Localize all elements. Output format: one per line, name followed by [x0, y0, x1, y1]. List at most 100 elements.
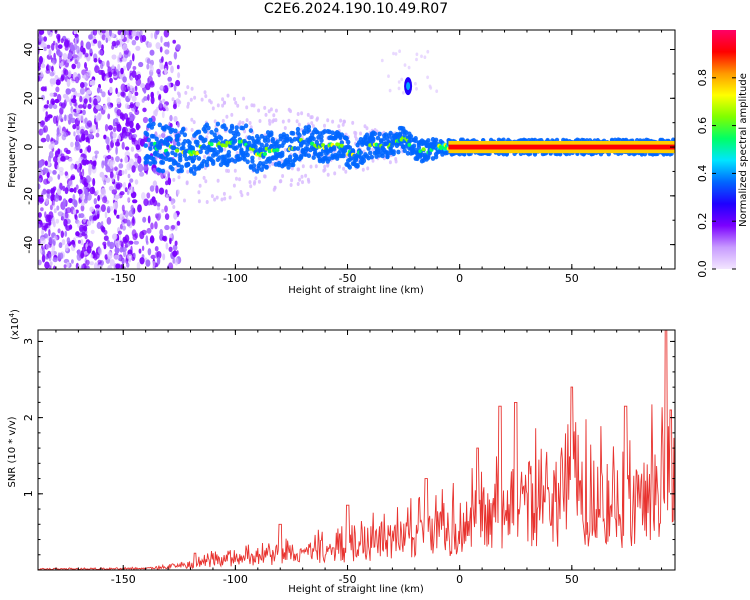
noise-blob [141, 98, 145, 103]
noise-blob [44, 261, 50, 269]
noise-blob [149, 65, 154, 73]
noise-blob [101, 30, 106, 34]
snr-x-label: Height of straight line (km) [288, 584, 424, 595]
band-blob [368, 150, 373, 156]
noise-blob [38, 196, 41, 202]
band-blob [311, 155, 316, 161]
noise-blob [49, 71, 55, 77]
sparse-dot [289, 183, 293, 187]
snr-x-tick-label: -100 [223, 573, 248, 586]
noise-blob [122, 43, 128, 51]
spectrogram-x-label: Height of straight line (km) [288, 285, 424, 296]
sparse-dot [213, 197, 217, 202]
noise-blob [131, 229, 137, 237]
noise-blob [172, 103, 177, 110]
snr-scale-factor: (x104) [8, 309, 21, 340]
noise-blob [90, 254, 94, 259]
noise-blob [67, 58, 71, 64]
noise-blob [116, 109, 122, 116]
band-blob [151, 121, 156, 127]
sparse-dot [203, 90, 207, 95]
sparse-dot [254, 176, 258, 181]
noise-blob [122, 126, 128, 134]
snr-x-tick-label: -150 [111, 573, 136, 586]
noise-blob [121, 257, 125, 266]
noise-blob [52, 200, 56, 208]
band-blob [236, 131, 241, 137]
noise-blob [94, 154, 98, 159]
noise-blob [137, 163, 144, 173]
noise-blob [107, 265, 113, 269]
noise-blob [114, 166, 118, 171]
noise-blob [105, 136, 110, 145]
noise-blob [124, 103, 130, 110]
noise-blob [150, 222, 154, 230]
noise-blob [85, 175, 91, 184]
noise-blob [44, 160, 48, 166]
noise-blob [52, 40, 56, 46]
band-blob [262, 138, 268, 144]
band-blob [295, 126, 301, 132]
noise-blob [139, 231, 145, 240]
sparse-dot [250, 103, 254, 108]
noise-blob [155, 42, 161, 50]
noise-blob [62, 53, 68, 60]
band-blob [149, 141, 155, 147]
snr-series-line [38, 330, 675, 570]
sparse-dot [323, 123, 326, 128]
noise-blob [165, 189, 168, 195]
noise-blob [104, 124, 109, 132]
noise-blob [39, 120, 45, 128]
noise-blob [79, 213, 85, 219]
sparse-dot [323, 167, 327, 172]
band-blob [223, 126, 228, 132]
noise-blob [50, 194, 55, 202]
noise-blob [156, 106, 159, 113]
noise-blob [52, 170, 57, 175]
sparse-dot [170, 201, 174, 205]
spectrogram-x-tick-label: -150 [111, 272, 136, 285]
band-blob [160, 168, 166, 174]
band-blob [346, 139, 351, 145]
sparse-dot [387, 74, 390, 78]
sparse-dot [394, 52, 398, 56]
noise-blob [79, 226, 85, 232]
band-blob [269, 130, 274, 136]
noise-blob [98, 49, 104, 56]
noise-blob [109, 243, 112, 249]
sparse-dot [165, 176, 168, 181]
noise-blob [172, 39, 176, 44]
noise-blob [130, 146, 135, 152]
noise-blob [86, 192, 92, 201]
noise-blob [134, 139, 139, 147]
band-blob [322, 129, 327, 134]
band-blob [253, 144, 258, 150]
noise-blob [128, 91, 133, 99]
noise-blob [41, 94, 45, 101]
noise-blob [73, 209, 77, 215]
band-blob [234, 145, 239, 151]
noise-blob [118, 163, 124, 169]
noise-blob [48, 48, 52, 57]
noise-blob [109, 86, 113, 94]
band-blob [319, 134, 324, 140]
sparse-dot [186, 169, 190, 174]
spectrogram-x-tick-label: -50 [339, 272, 357, 285]
band-blob [225, 162, 230, 168]
noise-blob [154, 246, 159, 252]
sparse-dot [230, 112, 234, 117]
noise-blob [84, 130, 89, 136]
band-blob [371, 136, 376, 142]
noise-blob [57, 35, 61, 44]
sparse-dot [158, 134, 162, 139]
noise-blob [110, 177, 115, 182]
noise-blob [104, 30, 110, 38]
noise-blob [145, 259, 151, 267]
noise-blob [92, 124, 96, 134]
sparse-dot [202, 175, 206, 180]
sparse-dot [371, 147, 375, 152]
band-blob [200, 163, 205, 169]
noise-blob [63, 155, 70, 160]
sparse-dot [191, 136, 195, 141]
band-blob [240, 125, 246, 131]
